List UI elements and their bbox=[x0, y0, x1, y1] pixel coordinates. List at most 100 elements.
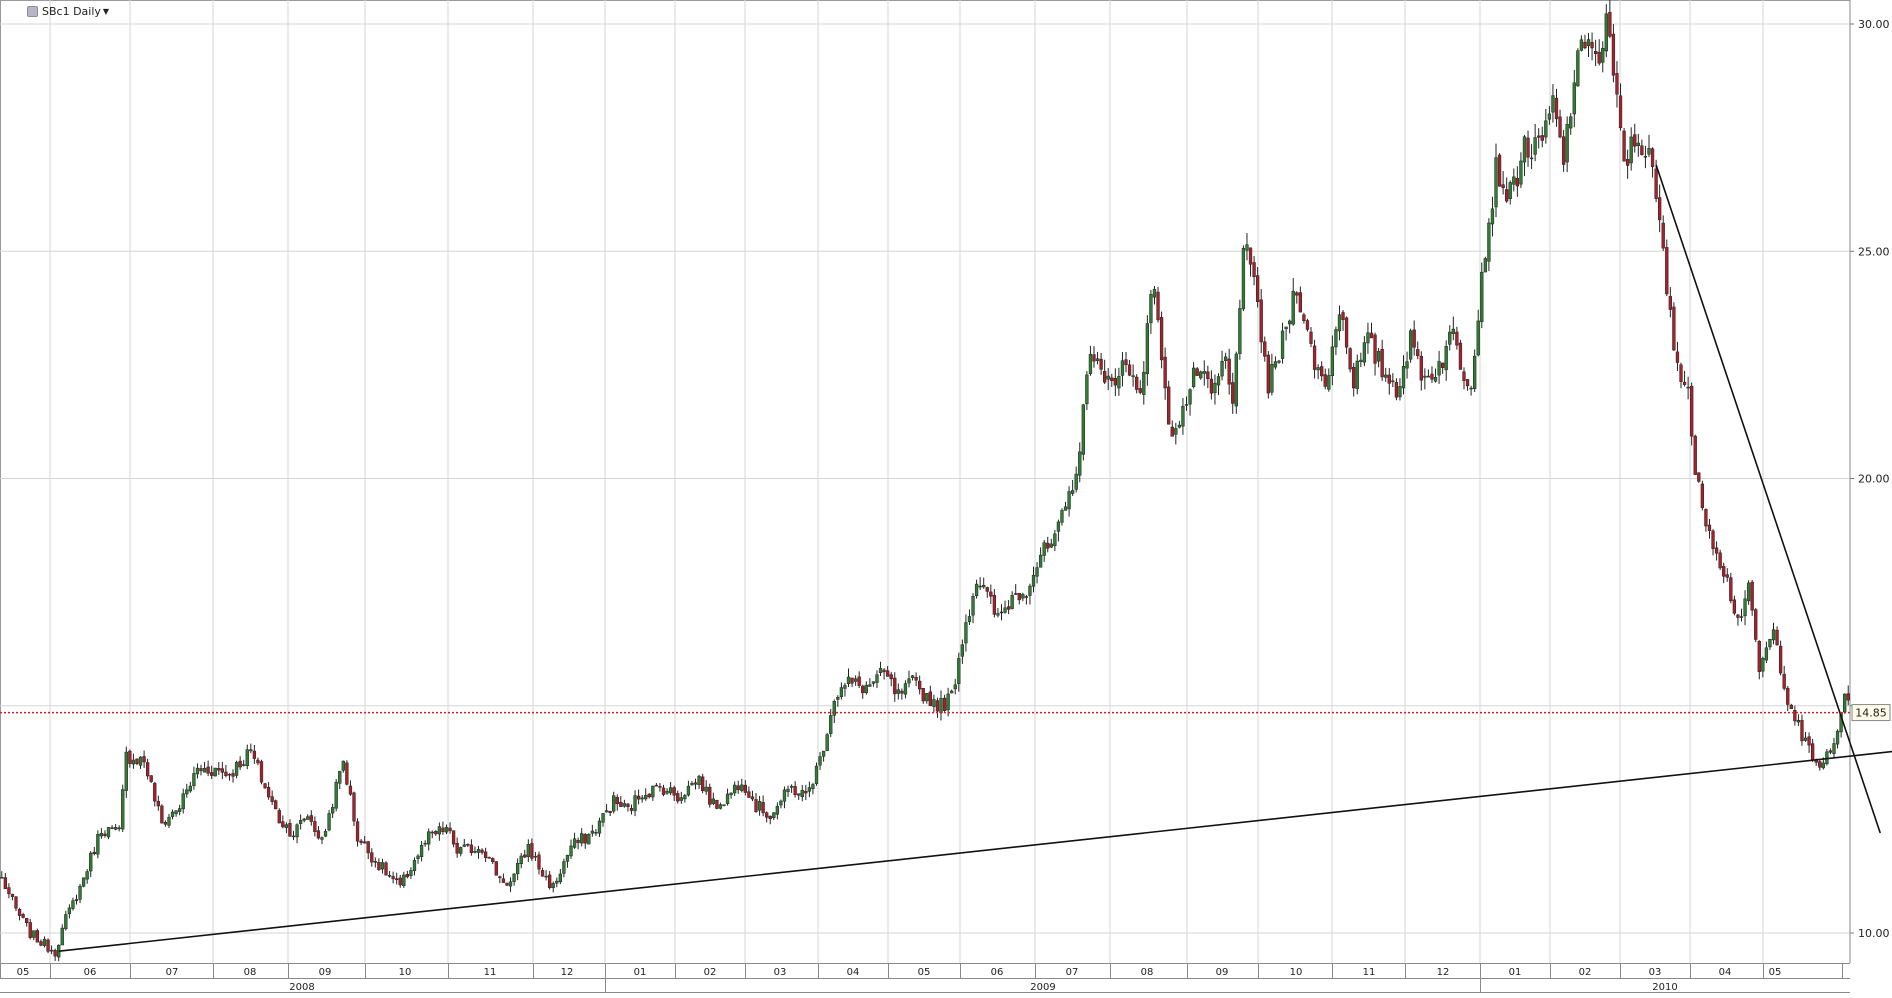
x-tick-label: 10 bbox=[1290, 967, 1303, 978]
candle bbox=[1216, 373, 1221, 396]
candle-body bbox=[1494, 157, 1498, 208]
candle bbox=[238, 756, 242, 770]
candle-body bbox=[1416, 349, 1420, 357]
candle bbox=[747, 786, 751, 798]
candle bbox=[1188, 388, 1192, 416]
candle bbox=[327, 810, 331, 832]
candle-body bbox=[1085, 374, 1089, 405]
candle-body bbox=[131, 759, 136, 765]
candle bbox=[1067, 486, 1071, 517]
candle bbox=[583, 833, 587, 849]
candle bbox=[476, 845, 481, 859]
candle-body bbox=[459, 847, 463, 854]
candle-body bbox=[708, 786, 712, 805]
candle-body bbox=[960, 644, 965, 657]
candle bbox=[398, 874, 402, 888]
candle-body bbox=[807, 787, 812, 792]
candle-body bbox=[644, 795, 648, 800]
candle bbox=[1131, 364, 1135, 387]
candle bbox=[469, 839, 474, 856]
candle bbox=[765, 811, 769, 823]
chart-header[interactable]: SBc1 Daily ▼ bbox=[27, 3, 109, 19]
x-tick-label: 07 bbox=[166, 967, 179, 978]
candle bbox=[1675, 341, 1680, 372]
candle-body bbox=[1202, 371, 1206, 374]
candle bbox=[1771, 622, 1776, 645]
candle-body bbox=[857, 676, 861, 686]
candle bbox=[1092, 346, 1096, 368]
candle bbox=[505, 882, 509, 887]
candle bbox=[1135, 374, 1139, 394]
candle-body bbox=[227, 773, 232, 776]
candle bbox=[640, 794, 644, 803]
candle bbox=[1757, 640, 1761, 680]
candle-body bbox=[1255, 275, 1260, 302]
candle bbox=[117, 825, 121, 832]
candle bbox=[1736, 614, 1740, 626]
candle bbox=[270, 790, 274, 806]
candle-body bbox=[1658, 197, 1662, 221]
candle-body bbox=[1391, 380, 1395, 383]
candle-body bbox=[747, 791, 751, 798]
candle bbox=[284, 822, 289, 834]
candle-body bbox=[1223, 356, 1228, 361]
candle-body bbox=[231, 773, 235, 777]
candle bbox=[1288, 319, 1292, 334]
candle-body bbox=[1608, 11, 1612, 37]
candle bbox=[1110, 373, 1114, 387]
candle bbox=[843, 682, 847, 697]
candle bbox=[807, 781, 812, 798]
candle-body bbox=[982, 584, 986, 588]
candle bbox=[1480, 262, 1484, 329]
x-tick-label: 03 bbox=[1649, 967, 1662, 978]
candle bbox=[651, 785, 655, 801]
candle bbox=[1053, 529, 1057, 552]
candle-body bbox=[1818, 761, 1822, 768]
x-tick-label: 03 bbox=[774, 967, 787, 978]
candle bbox=[1483, 256, 1487, 273]
candle bbox=[338, 770, 342, 790]
candle-body bbox=[238, 760, 242, 768]
candle bbox=[925, 693, 929, 704]
candle bbox=[1690, 382, 1694, 446]
candle bbox=[1807, 732, 1811, 753]
candle bbox=[960, 639, 965, 664]
candle bbox=[1312, 339, 1317, 379]
candle-body bbox=[1665, 247, 1669, 295]
candle-body bbox=[1131, 375, 1135, 378]
candle bbox=[1167, 380, 1171, 425]
candle bbox=[1846, 685, 1850, 706]
candle-body bbox=[1252, 262, 1256, 278]
candle bbox=[277, 808, 281, 824]
candle bbox=[512, 873, 516, 886]
candle bbox=[1700, 480, 1705, 511]
candle bbox=[227, 773, 232, 781]
candle bbox=[1643, 145, 1648, 169]
candle-body bbox=[103, 833, 107, 836]
candle bbox=[412, 857, 417, 876]
candle bbox=[953, 678, 957, 695]
candle bbox=[106, 827, 111, 840]
candle-body bbox=[946, 693, 950, 711]
candle-body bbox=[1081, 404, 1085, 455]
candle bbox=[402, 871, 406, 888]
candle-body bbox=[1718, 552, 1722, 569]
candle-body bbox=[1177, 424, 1182, 428]
caret-down-icon[interactable]: ▼ bbox=[102, 6, 110, 16]
candle bbox=[711, 792, 715, 806]
candle bbox=[1572, 69, 1576, 128]
candle-body bbox=[138, 756, 143, 766]
candle bbox=[761, 795, 765, 817]
candle-body bbox=[1633, 134, 1637, 147]
candle-body bbox=[419, 844, 424, 858]
candle-body bbox=[402, 874, 406, 887]
candle-body bbox=[1355, 360, 1359, 389]
candle bbox=[1191, 362, 1196, 389]
candle-body bbox=[853, 678, 858, 682]
candle bbox=[1145, 315, 1150, 386]
candle bbox=[1127, 359, 1132, 377]
candle-body bbox=[683, 795, 687, 800]
candle bbox=[35, 928, 40, 943]
candle-body bbox=[1017, 593, 1021, 601]
